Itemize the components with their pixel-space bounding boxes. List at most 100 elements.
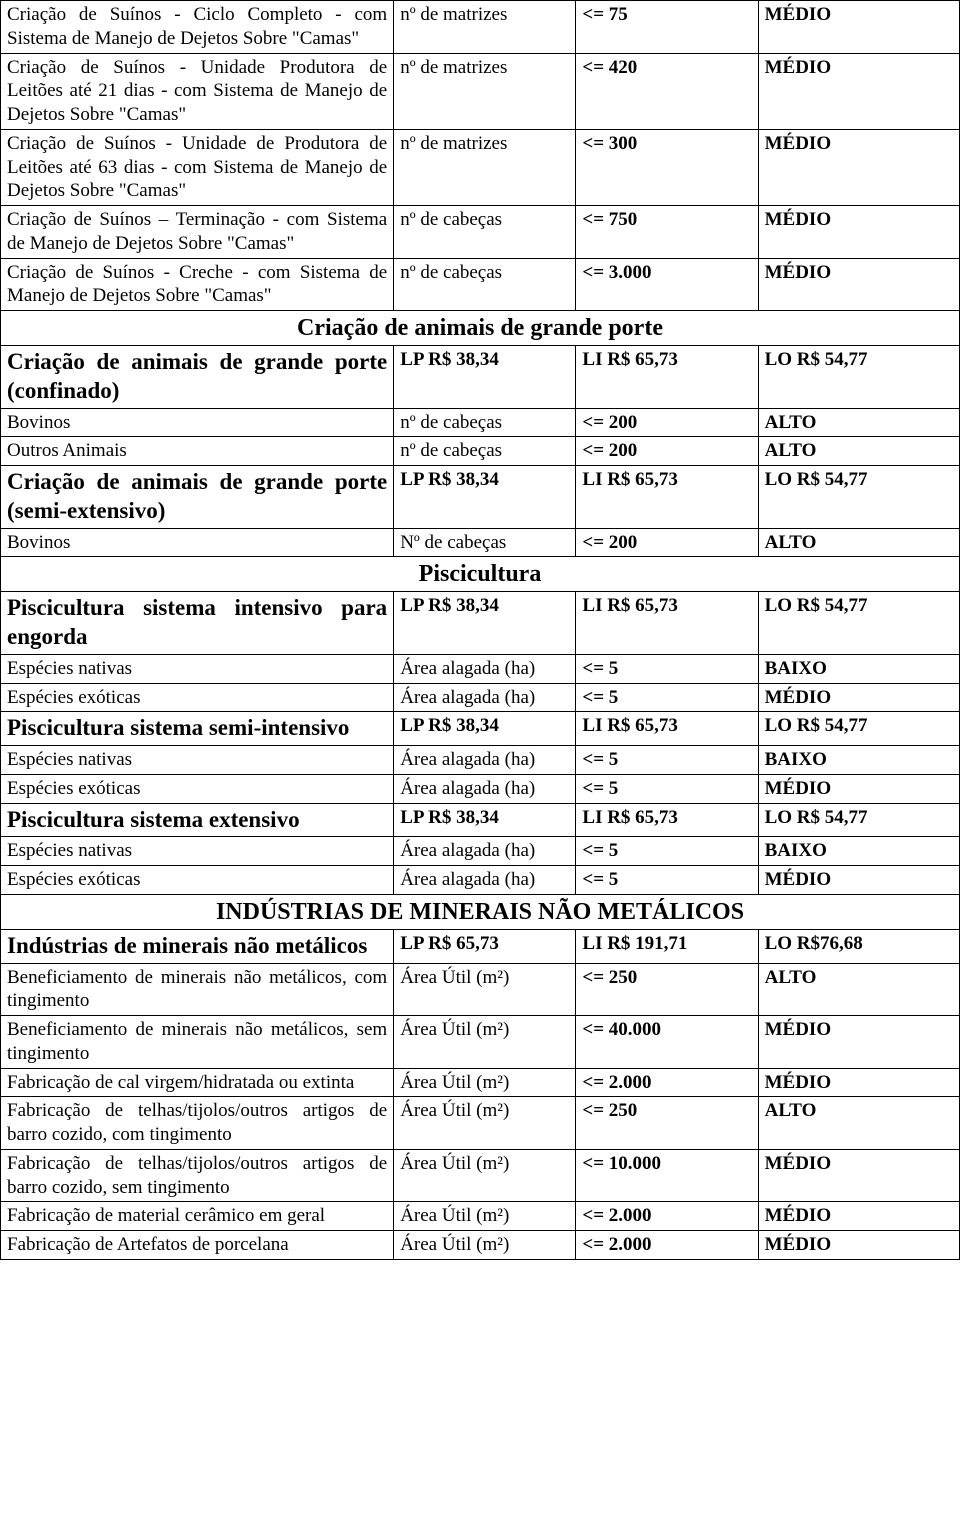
cell-impact: MÉDIO <box>758 1231 959 1260</box>
section-header: Criação de animais de grande porte <box>1 311 960 346</box>
table-row: Beneficiamento de minerais não metálicos… <box>1 1016 960 1069</box>
cell-impact: ALTO <box>758 408 959 437</box>
cell-param: Área alagada (ha) <box>394 746 576 775</box>
table-row: Fabricação de cal virgem/hidratada ou ex… <box>1 1068 960 1097</box>
cell-param: Área Útil (m²) <box>394 1097 576 1150</box>
cell-description: Espécies exóticas <box>1 866 394 895</box>
cell-param: Área Útil (m²) <box>394 1016 576 1069</box>
cell-limit: <= 2.000 <box>576 1231 758 1260</box>
cell-description: Criação de Suínos - Unidade Produtora de… <box>1 53 394 129</box>
cell-impact: MÉDIO <box>758 1016 959 1069</box>
cell-param: Área alagada (ha) <box>394 654 576 683</box>
cell-impact: ALTO <box>758 963 959 1016</box>
cell-impact: MÉDIO <box>758 206 959 259</box>
cell-param: Área alagada (ha) <box>394 683 576 712</box>
cell-impact: LO R$ 54,77 <box>758 712 959 746</box>
cell-description: Espécies exóticas <box>1 774 394 803</box>
table-row: Piscicultura sistema semi-intensivoLP R$… <box>1 712 960 746</box>
cell-limit: <= 5 <box>576 746 758 775</box>
cell-param: LP R$ 38,34 <box>394 712 576 746</box>
table-row: Criação de Suínos – Terminação - com Sis… <box>1 206 960 259</box>
cell-param: nº de cabeças <box>394 408 576 437</box>
cell-impact: LO R$ 54,77 <box>758 346 959 409</box>
cell-description: Piscicultura sistema semi-intensivo <box>1 712 394 746</box>
cell-description: Espécies nativas <box>1 746 394 775</box>
cell-param: Área alagada (ha) <box>394 774 576 803</box>
cell-description: Indústrias de minerais não metálicos <box>1 929 394 963</box>
table-row: Outros Animaisnº de cabeças<= 200ALTO <box>1 437 960 466</box>
cell-param: Área Útil (m²) <box>394 1149 576 1202</box>
cell-impact: MÉDIO <box>758 129 959 205</box>
cell-impact: ALTO <box>758 1097 959 1150</box>
cell-param: nº de cabeças <box>394 258 576 311</box>
cell-param: LP R$ 65,73 <box>394 929 576 963</box>
table-row: BovinosNº de cabeças<= 200ALTO <box>1 528 960 557</box>
cell-description: Bovinos <box>1 528 394 557</box>
cell-description: Criação de Suínos - Creche - com Sistema… <box>1 258 394 311</box>
table-row: Piscicultura sistema extensivoLP R$ 38,3… <box>1 803 960 837</box>
cell-param: nº de cabeças <box>394 437 576 466</box>
cell-description: Fabricação de telhas/tijolos/outros arti… <box>1 1149 394 1202</box>
cell-limit: <= 200 <box>576 528 758 557</box>
cell-impact: BAIXO <box>758 837 959 866</box>
cell-limit: <= 420 <box>576 53 758 129</box>
cell-limit: LI R$ 65,73 <box>576 592 758 655</box>
cell-limit: <= 2.000 <box>576 1068 758 1097</box>
cell-description: Espécies nativas <box>1 837 394 866</box>
cell-limit: <= 5 <box>576 774 758 803</box>
cell-param: Área Útil (m²) <box>394 1068 576 1097</box>
table-row: Espécies nativasÁrea alagada (ha)<= 5BAI… <box>1 837 960 866</box>
table-row: Espécies nativasÁrea alagada (ha)<= 5BAI… <box>1 654 960 683</box>
table-row: Criação de Suínos - Creche - com Sistema… <box>1 258 960 311</box>
cell-description: Bovinos <box>1 408 394 437</box>
cell-description: Criação de animais de grande porte (semi… <box>1 466 394 529</box>
cell-param: Área alagada (ha) <box>394 866 576 895</box>
cell-impact: LO R$ 54,77 <box>758 592 959 655</box>
cell-description: Fabricação de telhas/tijolos/outros arti… <box>1 1097 394 1150</box>
cell-limit: <= 5 <box>576 837 758 866</box>
cell-description: Espécies exóticas <box>1 683 394 712</box>
cell-impact: ALTO <box>758 437 959 466</box>
cell-description: Piscicultura sistema extensivo <box>1 803 394 837</box>
table-row: Criação de animais de grande porte (semi… <box>1 466 960 529</box>
cell-description: Criação de Suínos – Terminação - com Sis… <box>1 206 394 259</box>
cell-param: nº de cabeças <box>394 206 576 259</box>
cell-impact: MÉDIO <box>758 1 959 54</box>
cell-limit: LI R$ 65,73 <box>576 466 758 529</box>
cell-impact: BAIXO <box>758 746 959 775</box>
table-row: Criação de animais de grande porte (conf… <box>1 346 960 409</box>
cell-impact: MÉDIO <box>758 258 959 311</box>
cell-limit: <= 750 <box>576 206 758 259</box>
table-row: Piscicultura sistema intensivo para engo… <box>1 592 960 655</box>
cell-description: Beneficiamento de minerais não metálicos… <box>1 963 394 1016</box>
cell-description: Criação de Suínos - Unidade de Produtora… <box>1 129 394 205</box>
cell-limit: <= 250 <box>576 1097 758 1150</box>
cell-impact: MÉDIO <box>758 1149 959 1202</box>
table-row: Espécies exóticasÁrea alagada (ha)<= 5MÉ… <box>1 866 960 895</box>
cell-param: Área Útil (m²) <box>394 963 576 1016</box>
cell-limit: <= 5 <box>576 654 758 683</box>
section-header: INDÚSTRIAS DE MINERAIS NÃO METÁLICOS <box>1 894 960 929</box>
cell-description: Criação de Suínos - Ciclo Completo - com… <box>1 1 394 54</box>
cell-param: nº de matrizes <box>394 53 576 129</box>
table-row: Espécies exóticasÁrea alagada (ha)<= 5MÉ… <box>1 683 960 712</box>
table-row: Indústrias de minerais não metálicosLP R… <box>1 929 960 963</box>
cell-limit: LI R$ 65,73 <box>576 803 758 837</box>
cell-description: Fabricação de Artefatos de porcelana <box>1 1231 394 1260</box>
table-row: Fabricação de telhas/tijolos/outros arti… <box>1 1149 960 1202</box>
table-row: Fabricação de Artefatos de porcelanaÁrea… <box>1 1231 960 1260</box>
cell-param: Área Útil (m²) <box>394 1202 576 1231</box>
cell-impact: MÉDIO <box>758 866 959 895</box>
cell-param: LP R$ 38,34 <box>394 346 576 409</box>
table-row: Fabricação de telhas/tijolos/outros arti… <box>1 1097 960 1150</box>
cell-limit: <= 10.000 <box>576 1149 758 1202</box>
cell-description: Outros Animais <box>1 437 394 466</box>
cell-impact: MÉDIO <box>758 683 959 712</box>
table-row: Beneficiamento de minerais não metálicos… <box>1 963 960 1016</box>
table-row: Bovinosnº de cabeças<= 200ALTO <box>1 408 960 437</box>
table-row: Criação de Suínos - Unidade Produtora de… <box>1 53 960 129</box>
cell-limit: <= 5 <box>576 683 758 712</box>
table-row: Piscicultura <box>1 557 960 592</box>
cell-limit: <= 2.000 <box>576 1202 758 1231</box>
cell-description: Beneficiamento de minerais não metálicos… <box>1 1016 394 1069</box>
